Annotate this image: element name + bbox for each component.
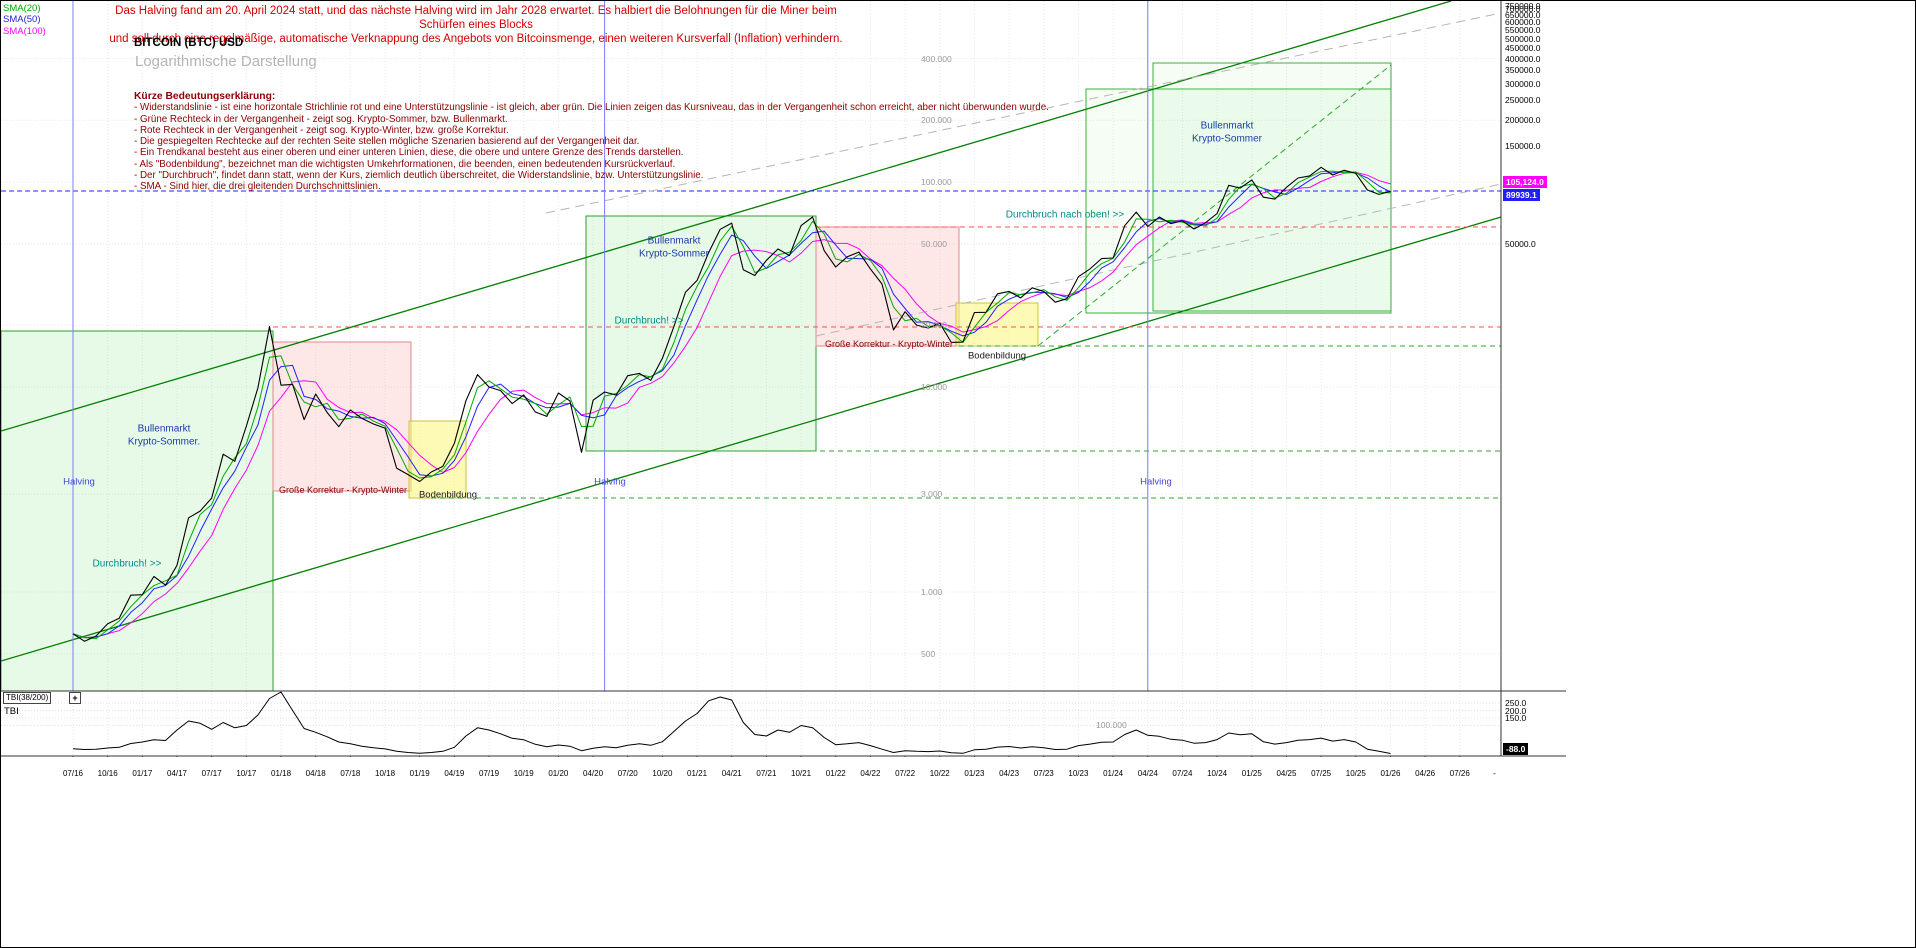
x-axis-label: 01/24 [1103,769,1124,778]
projection-line [545,12,1502,214]
x-axis-label: 04/21 [721,769,742,778]
x-axis-label: 01/19 [409,769,430,778]
x-axis-label: - [1493,769,1496,778]
tbi-line [72,691,1391,754]
support-line [1037,64,1392,347]
x-axis-label: 04/22 [860,769,881,778]
correction-region [815,226,960,347]
explanation-heading: Kürze Bedeutungserklärung: [134,91,276,102]
sma50-line [72,170,1391,639]
x-axis-label: 04/23 [999,769,1020,778]
x-axis-label: 10/18 [375,769,396,778]
x-axis-label: 01/22 [825,769,846,778]
x-axis-label: 10/25 [1345,769,1366,778]
x-axis-label: 01/25 [1241,769,1262,778]
x-axis-label: 01/21 [687,769,708,778]
chart-subtitle: Logarithmische Darstellung [135,53,317,70]
tbi-indicator-label: TBI(38/200) [3,692,52,704]
x-axis-label: 07/23 [1033,769,1054,778]
trend-channel-line [1,1,1452,432]
x-axis-label: 10/19 [513,769,534,778]
x-axis-label: 01/20 [548,769,569,778]
chart-canvas[interactable] [1,1,1566,757]
x-axis-label: 07/22 [895,769,916,778]
tbi-expand-button[interactable]: + [69,692,81,704]
x-axis-label: 01/17 [132,769,153,778]
x-axis-label: 07/19 [479,769,500,778]
x-axis-label: 10/23 [1068,769,1089,778]
x-axis-label: 07/26 [1449,769,1470,778]
tbi-short-label: TBI [4,706,19,717]
x-axis-label: 04/24 [1137,769,1158,778]
x-axis-label: 07/20 [617,769,638,778]
explanation-item: - Widerstandslinie - ist eine horizontal… [134,102,1049,114]
x-axis-label: 10/20 [652,769,673,778]
legend-sma100: SMA(100) [3,26,46,37]
projected-bull-market-region [1085,88,1392,314]
tbi-value-badge: -88.0 [1503,743,1529,755]
x-axis-label: 10/24 [1207,769,1228,778]
projected-bull-market-region [1152,62,1392,312]
x-axis-label: 04/19 [444,769,465,778]
x-axis-label: 10/17 [236,769,257,778]
halving-info-text: Das Halving fand am 20. April 2024 statt… [101,4,851,46]
x-axis-label: 01/23 [964,769,985,778]
x-axis-label: 07/21 [756,769,777,778]
legend-sma50: SMA(50) [3,14,41,25]
x-axis-label: 07/25 [1311,769,1332,778]
x-axis-label: 07/18 [340,769,361,778]
x-axis-label: 04/18 [305,769,326,778]
trend-channel-line [1,216,1502,662]
explanation-item: - SMA - Sind hier, die drei gleitenden D… [134,181,381,193]
bottom-formation-region [955,302,1039,347]
bull-market-region [1,330,274,692]
correction-region [272,341,412,492]
explanation-item: - Rote Rechteck in der Vergangenheit - z… [134,124,509,136]
x-axis-label: 04/26 [1415,769,1436,778]
x-axis-label: 04/20 [583,769,604,778]
explanation-item: - Ein Trendkanal besteht aus einer obere… [134,147,684,159]
sma50-value-badge: 89939.1 [1503,189,1540,201]
x-axis-label: 01/26 [1380,769,1401,778]
x-axis-label: 01/18 [271,769,292,778]
chart-title: BITCOIN (BTC) USD [134,37,244,49]
tbi-level-label: 100.000 [1096,720,1127,730]
projection-line [815,183,1502,337]
x-axis-label: 10/22 [929,769,950,778]
halving-info-line2: und soll durch eine regelmäßige, automat… [109,33,843,45]
x-axis-label: 10/16 [97,769,118,778]
sma100-value-badge: 105,124.0 [1503,176,1547,188]
x-axis-label: 04/25 [1276,769,1297,778]
sma100-line [72,171,1391,639]
explanation-item: - Der "Durchbruch", findet dann statt, w… [134,170,704,182]
explanation-block: Kürze Bedeutungserklärung: - Widerstands… [134,91,1049,193]
halving-info-line1: Das Halving fand am 20. April 2024 statt… [115,5,837,31]
explanation-item: - Die gespiegelten Rechtecke auf der rec… [134,136,640,148]
legend-sma20: SMA(20) [3,3,41,14]
x-axis-label: 07/16 [62,769,84,778]
x-axis-label: 07/17 [201,769,222,778]
explanation-item: - Grüne Rechteck in der Vergangenheit - … [134,113,508,125]
x-axis-label: 10/21 [791,769,812,778]
x-axis-label: 04/17 [166,769,188,778]
explanation-item: - Als "Bodenbildung", bezeichnet man die… [134,158,676,170]
price-line [72,166,1391,642]
x-axis-label: 07/24 [1172,769,1193,778]
